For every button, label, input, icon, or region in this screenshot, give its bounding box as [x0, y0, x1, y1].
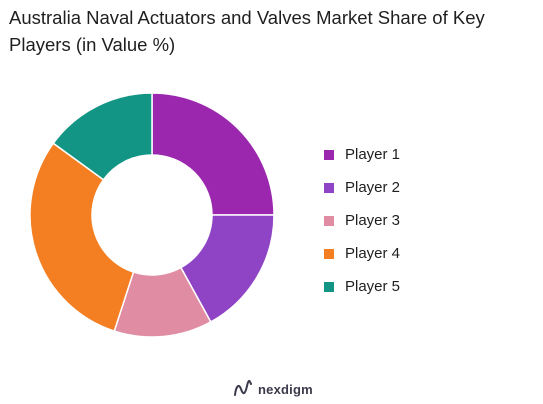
- legend-item-player-5[interactable]: Player 5: [324, 270, 400, 303]
- donut-slice-player-4[interactable]: [29, 142, 135, 332]
- legend-label: Player 5: [345, 278, 401, 295]
- legend-label: Player 1: [345, 146, 401, 163]
- legend-label: Player 3: [345, 212, 401, 229]
- donut-slice-player-2[interactable]: [179, 214, 275, 323]
- legend-swatch: [324, 248, 334, 259]
- donut-slice-player-1[interactable]: [151, 92, 275, 216]
- legend-swatch: [324, 281, 334, 292]
- donut-slice-player-5[interactable]: [52, 92, 153, 181]
- nexdigm-logo-icon: [234, 380, 252, 396]
- legend-swatch: [324, 215, 334, 226]
- chart-title: Australia Naval Actuators and Valves Mar…: [9, 7, 485, 55]
- legend-label: Player 4: [345, 245, 401, 262]
- legend-item-player-2[interactable]: Player 2: [324, 171, 400, 204]
- legend-item-player-1[interactable]: Player 1: [324, 138, 400, 171]
- legend-item-player-4[interactable]: Player 4: [324, 237, 400, 270]
- legend-swatch: [324, 149, 334, 160]
- brand-name: nexdigm: [258, 381, 313, 397]
- legend-item-player-3[interactable]: Player 3: [324, 204, 400, 237]
- footer-brand: nexdigm: [233, 380, 313, 398]
- legend: Player 1 Player 2 Player 3 Player 4 Play…: [324, 138, 400, 303]
- legend-label: Player 2: [345, 179, 401, 196]
- legend-swatch: [324, 182, 334, 193]
